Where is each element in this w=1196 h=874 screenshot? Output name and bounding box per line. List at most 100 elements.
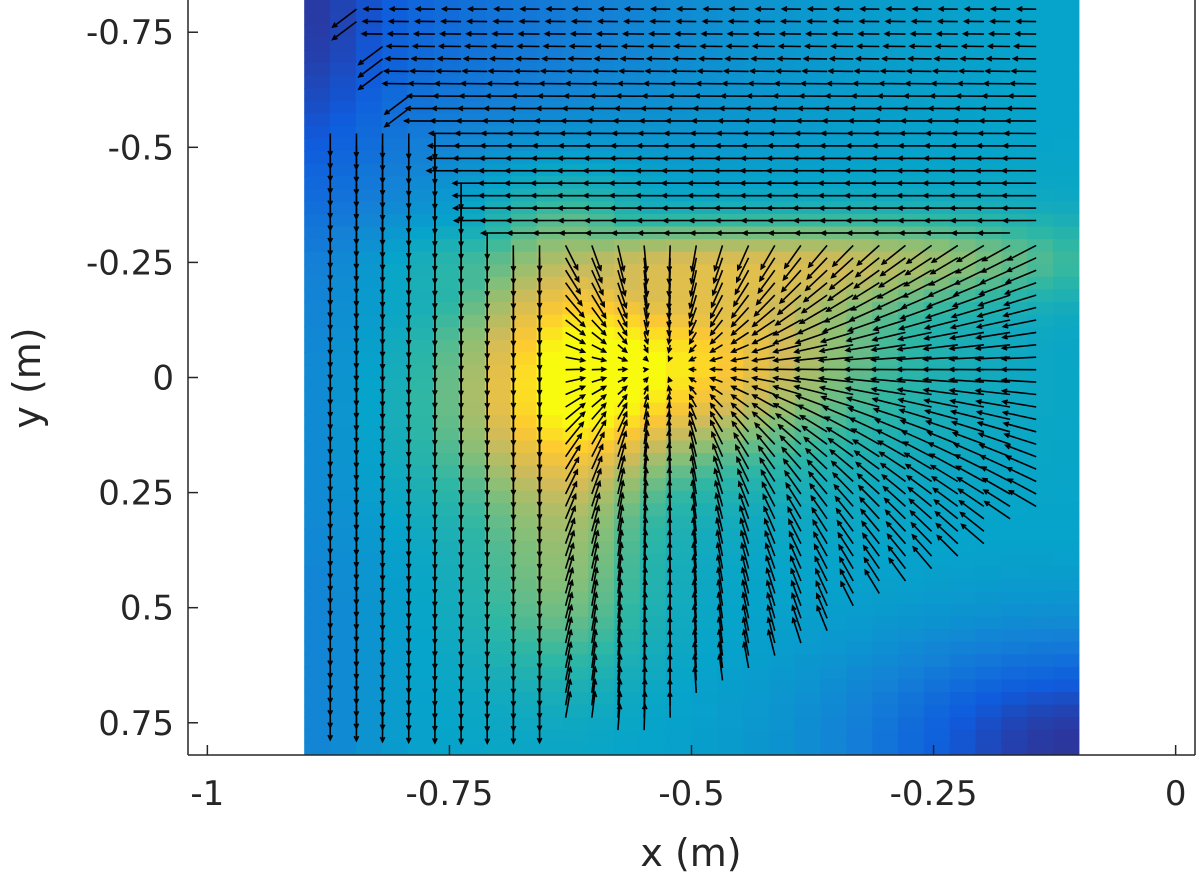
vector-arrow-head [790,579,796,587]
vector-arrow [926,306,959,319]
vector-arrow-head [643,401,650,409]
vector-arrow-head [714,217,721,224]
heatmap-cell [1027,88,1054,102]
heatmap-cell [1027,352,1054,366]
vector-arrow-head [923,335,930,341]
vector-arrow-head [490,43,497,50]
vector-arrow-head [858,496,866,503]
vector-arrow-head [823,416,831,422]
heatmap-cell [330,113,357,127]
vector-arrow-head [618,68,625,75]
vector-arrow-head [791,616,798,624]
vector-arrow-head [595,479,602,487]
heatmap-cell [949,276,977,291]
vector-arrow [710,282,724,308]
vector-arrow-head [795,117,802,124]
heatmap-cell [691,453,718,467]
vector-arrow-head [691,615,698,623]
heatmap-cell [898,566,925,580]
vector-arrow-head [437,43,445,50]
vector-arrow-head [593,529,600,537]
heatmap-cell [355,251,383,265]
vector-arrow-head [592,628,598,636]
vector-arrow [958,488,985,508]
vector-arrow [754,294,776,317]
heatmap-cell [407,302,434,316]
vector-arrow [911,522,933,545]
vector-arrow-head [857,30,864,37]
vector-arrow-head [822,105,830,112]
heatmap-cell [355,176,383,190]
heatmap-cell [407,314,434,328]
heatmap-cell [381,390,409,404]
heatmap-cell [768,364,796,379]
heatmap-cell [768,25,796,39]
vector-arrow [617,443,626,470]
heatmap-cell [768,503,796,517]
vector-arrow-head [592,591,599,599]
vector-arrow-head [847,117,855,124]
heatmap-cell [433,176,460,190]
vector-arrow-head [978,443,986,449]
heatmap-cell [407,604,434,618]
vector-arrow [977,319,1011,328]
vector-arrow-head [504,155,512,162]
vector-arrow-head [876,440,884,446]
heatmap-cell [355,717,383,731]
heatmap-cell [665,415,693,429]
heatmap-cell [717,402,744,416]
vector-arrow [1007,244,1037,261]
heatmap-cell [330,339,357,353]
heatmap-cell [949,729,977,744]
heatmap-cell [846,0,873,14]
heatmap-cell [975,0,1002,14]
vector-arrow [936,535,959,557]
heatmap-cell [330,364,357,379]
vector-arrow-head [1000,344,1008,351]
vector-arrow [738,493,750,520]
vector-arrow-head [949,323,957,330]
vector-arrow-head [791,192,799,199]
vector-arrow-head [948,192,955,199]
heatmap-cell [1052,163,1080,177]
y-tick-label: 0.5 [120,589,174,629]
heatmap-cell [614,453,641,467]
vector-arrow-head [948,377,955,383]
heatmap-cell [330,465,357,479]
vector-arrow-head [974,205,982,212]
vector-arrow-head [619,55,627,62]
y-tick-label: 0 [152,359,174,399]
vector-arrow-head [772,366,779,373]
heatmap-cell [1052,578,1080,593]
heatmap-cell [768,528,796,542]
vector-arrow-head [930,475,938,482]
heatmap-cell [743,88,770,102]
heatmap-cell [1027,12,1054,26]
vector-arrow [752,403,776,421]
vector-arrow [737,245,750,270]
heatmap-cell [614,390,641,404]
heatmap-cell [381,163,409,177]
vector-arrow-head [643,329,650,337]
heatmap-cell [407,415,434,429]
vector-arrow [565,319,585,336]
vector-arrow [794,356,828,362]
vector-arrow-head [503,180,511,187]
vector-arrow [803,282,828,303]
heatmap-cell [484,50,512,64]
heatmap-cell [459,62,486,77]
vector-arrow [591,518,599,544]
vector-arrow-head [833,483,840,491]
heatmap-cell [536,327,563,341]
vector-arrow [924,344,958,350]
vector-arrow-head [327,734,334,742]
vector-arrow-head [909,30,917,37]
vector-arrow [906,475,933,495]
heatmap-cell [614,352,641,366]
heatmap-cell [665,113,693,127]
heatmap-cell [975,528,1002,542]
vector-arrow [756,434,776,458]
heatmap-cell [1001,616,1028,630]
vector-arrow-head [666,441,673,449]
vector-arrow [824,306,854,323]
